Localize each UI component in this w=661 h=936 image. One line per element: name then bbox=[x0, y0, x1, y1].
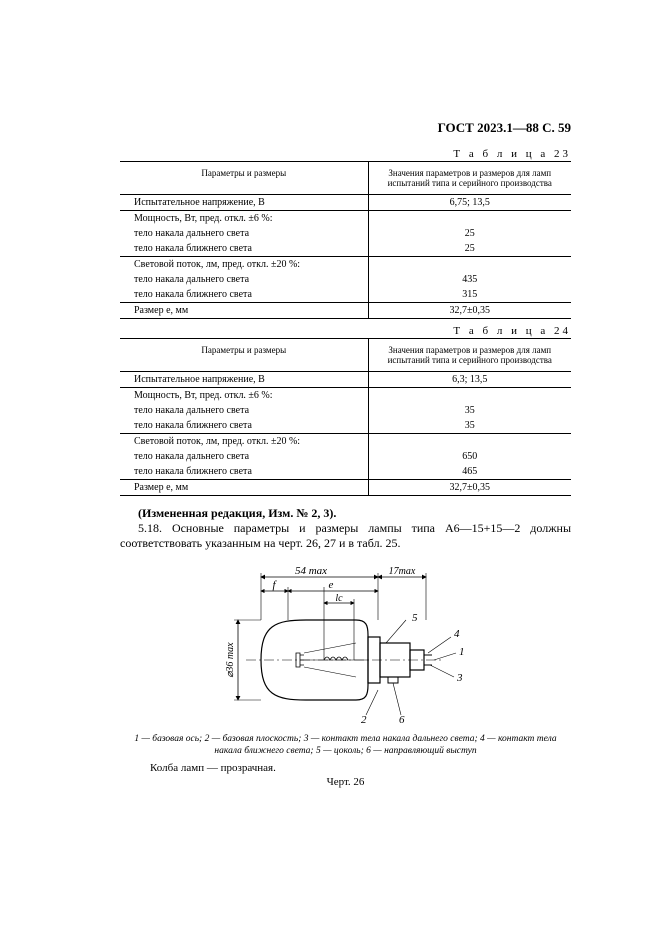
t23-power-l: Мощность, Вт, пред. откл. ±6 %: bbox=[120, 211, 368, 227]
svg-text:1: 1 bbox=[459, 646, 465, 658]
amendment-text: (Измененная редакция, Изм. № 2, 3). bbox=[138, 506, 336, 520]
svg-text:6: 6 bbox=[399, 714, 405, 725]
t24-h-value: Значения параметров и размеров для ламп … bbox=[368, 339, 571, 372]
t23-flux-near-v: 315 bbox=[368, 287, 571, 303]
svg-text:e: e bbox=[328, 579, 333, 591]
t24-flux-far-v: 650 bbox=[368, 449, 571, 464]
lamp-figure: 54 max 17max f e lс ⌀36 max bbox=[216, 565, 476, 725]
t23-h-value: Значения параметров и размеров для ламп … bbox=[368, 162, 571, 195]
t23-h-param: Параметры и размеры bbox=[120, 162, 368, 195]
svg-text:54 max: 54 max bbox=[294, 565, 326, 577]
page-header: ГОСТ 2023.1—88 С. 59 bbox=[120, 120, 571, 136]
t23-size-v: 32,7±0,35 bbox=[368, 303, 571, 319]
chert-label: Черт. 26 bbox=[120, 776, 571, 788]
table23: Параметры и размеры Значения параметров … bbox=[120, 161, 571, 319]
t24-flux-near-v: 465 bbox=[368, 464, 571, 480]
table23-label: Т а б л и ц а 23 bbox=[120, 148, 571, 160]
t24-power-far-l: тело накала дальнего света bbox=[120, 403, 368, 418]
t24-voltage-l: Испытательное напряжение, В bbox=[120, 372, 368, 388]
t23-power-near-l: тело накала ближнего света bbox=[120, 241, 368, 257]
t24-h-param: Параметры и размеры bbox=[120, 339, 368, 372]
svg-text:17max: 17max bbox=[388, 566, 415, 577]
t23-size-l: Размер e, мм bbox=[120, 303, 368, 319]
t23-voltage-l: Испытательное напряжение, В bbox=[120, 195, 368, 211]
svg-text:2: 2 bbox=[361, 714, 367, 725]
t24-flux-far-l: тело накала дальнего света bbox=[120, 449, 368, 464]
svg-text:3: 3 bbox=[456, 672, 463, 684]
colba-text: Колба ламп — прозрачная. bbox=[150, 762, 571, 774]
clause-text: Основные параметры и размеры лампы типа … bbox=[120, 521, 571, 550]
body-text: (Измененная редакция, Изм. № 2, 3). 5.18… bbox=[120, 506, 571, 551]
t23-power-far-l: тело накала дальнего света bbox=[120, 226, 368, 241]
t23-flux-near-l: тело накала ближнего света bbox=[120, 287, 368, 303]
t24-size-v: 32,7±0,35 bbox=[368, 480, 571, 496]
table24: Параметры и размеры Значения параметров … bbox=[120, 338, 571, 496]
clause-num: 5.18. bbox=[138, 521, 162, 535]
svg-text:4: 4 bbox=[454, 628, 460, 640]
svg-text:f: f bbox=[272, 579, 277, 591]
t24-power-near-v: 35 bbox=[368, 418, 571, 434]
t24-power-near-l: тело накала ближнего света bbox=[120, 418, 368, 434]
svg-text:lс: lс bbox=[335, 593, 343, 604]
t23-flux-far-v: 435 bbox=[368, 272, 571, 287]
t23-power-far-v: 25 bbox=[368, 226, 571, 241]
t24-flux-l: Световой поток, лм, пред. откл. ±20 %: bbox=[120, 434, 368, 450]
t24-voltage-v: 6,3; 13,5 bbox=[368, 372, 571, 388]
figure-caption: 1 — базовая ось; 2 — базовая плоскость; … bbox=[120, 733, 571, 758]
t23-flux-far-l: тело накала дальнего света bbox=[120, 272, 368, 287]
t24-power-far-v: 35 bbox=[368, 403, 571, 418]
t23-voltage-v: 6,75; 13,5 bbox=[368, 195, 571, 211]
t24-power-l: Мощность, Вт, пред. откл. ±6 %: bbox=[120, 388, 368, 404]
t24-size-l: Размер e, мм bbox=[120, 480, 368, 496]
svg-text:5: 5 bbox=[412, 612, 418, 624]
svg-text:⌀36 max: ⌀36 max bbox=[225, 642, 236, 678]
t24-flux-near-l: тело накала ближнего света bbox=[120, 464, 368, 480]
t23-flux-l: Световой поток, лм, пред. откл. ±20 %: bbox=[120, 257, 368, 273]
table24-label: Т а б л и ц а 24 bbox=[120, 325, 571, 337]
t23-power-near-v: 25 bbox=[368, 241, 571, 257]
